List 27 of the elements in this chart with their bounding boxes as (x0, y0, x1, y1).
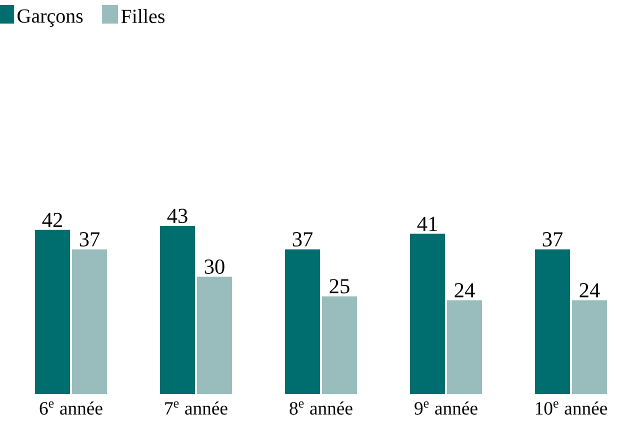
data-label: 25 (330, 279, 350, 294)
data-label: 37 (292, 232, 313, 247)
bar (285, 249, 320, 394)
data-label: 37 (80, 232, 100, 247)
bar (35, 230, 70, 394)
data-label: 42 (42, 212, 62, 227)
x-tick-label: 6$^{e}$ année (40, 401, 102, 415)
legend-label: Filles (121, 9, 164, 24)
data-label: 37 (542, 232, 563, 247)
data-label: 30 (204, 259, 224, 274)
x-tick-label: 10$^{e}$ année (536, 401, 608, 415)
bar (410, 234, 446, 394)
bar (160, 226, 196, 394)
bar (322, 296, 358, 394)
x-tick-label: 9$^{e}$ année (414, 401, 478, 415)
x-tick-label: 7$^{e}$ année (165, 401, 228, 415)
bar (197, 276, 232, 394)
data-label: 43 (167, 208, 188, 224)
bar (535, 249, 570, 394)
bar (72, 249, 108, 394)
data-label: 24 (454, 283, 475, 298)
legend-label: Garçons (18, 9, 83, 27)
x-tick-label: 8$^{e}$ année (290, 401, 352, 415)
bar (572, 300, 608, 394)
data-label: 24 (580, 283, 600, 298)
data-label: 41 (417, 216, 437, 231)
bar (447, 300, 482, 394)
